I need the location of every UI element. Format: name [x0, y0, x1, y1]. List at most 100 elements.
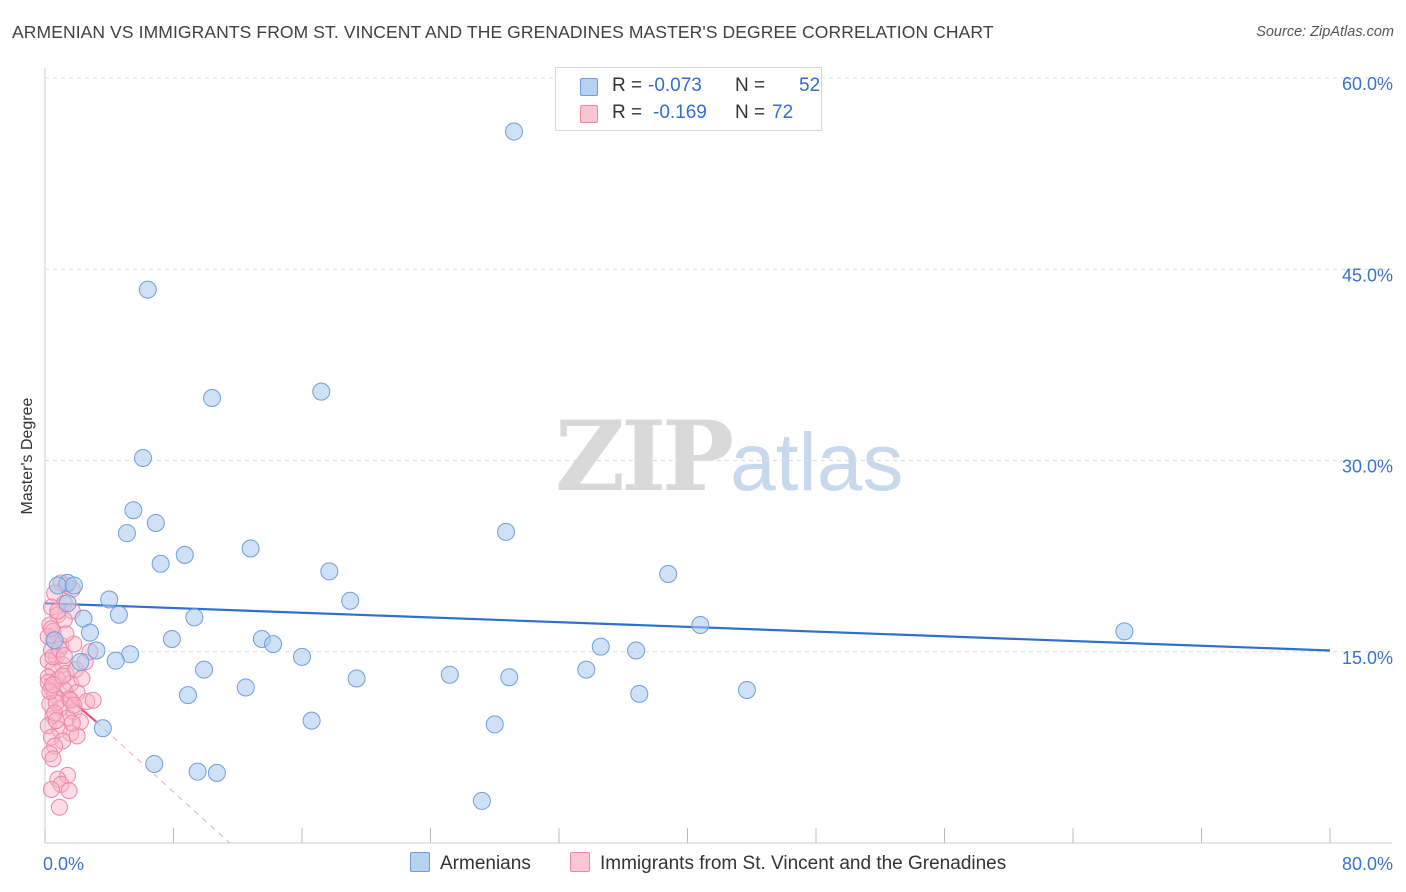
data-point-immigrants — [41, 745, 59, 763]
data-point-immigrants — [44, 676, 62, 694]
y-tick-label: 60.0% — [1342, 74, 1393, 94]
data-point-armenians — [659, 564, 678, 583]
data-point-armenians — [64, 576, 83, 595]
bottom-legend-armenians: Armenians — [410, 852, 531, 875]
data-point-armenians — [100, 590, 119, 609]
data-point-immigrants — [49, 770, 67, 788]
x-tick-label-min: 0.0% — [43, 854, 84, 874]
data-point-armenians — [737, 681, 756, 699]
data-point-armenians — [109, 605, 128, 624]
data-point-armenians — [203, 389, 222, 408]
data-point-armenians — [627, 641, 646, 660]
data-point-armenians — [87, 641, 106, 660]
data-point-armenians — [577, 660, 596, 679]
data-point-armenians — [241, 539, 260, 558]
data-point-armenians — [138, 280, 157, 299]
source-label: Source: ZipAtlas.com — [1256, 24, 1394, 40]
data-point-armenians — [320, 562, 339, 581]
bottom-legend-label-armenians: Armenians — [440, 853, 531, 874]
data-point-immigrants — [44, 707, 62, 724]
grid-lines — [45, 77, 1392, 653]
data-point-armenians — [505, 122, 524, 141]
data-point-armenians — [630, 684, 649, 703]
data-point-immigrants — [73, 670, 91, 688]
data-point-immigrants — [44, 750, 62, 768]
trend-line-immigrants-extension — [96, 721, 231, 844]
data-point-armenians — [302, 711, 321, 730]
data-point-immigrants — [47, 712, 65, 730]
y-tick-label: 15.0% — [1342, 648, 1393, 668]
trend-line-immigrants — [44, 677, 98, 723]
trend-lines — [44, 602, 1331, 844]
legend-n-label: N = — [735, 75, 766, 96]
data-point-armenians — [293, 647, 311, 666]
data-point-immigrants — [63, 714, 81, 732]
bottom-legend-swatch-blue — [410, 852, 430, 872]
data-point-armenians — [500, 668, 519, 687]
legend-r-value: -0.073 — [648, 75, 702, 96]
bottom-legend-label-immigrants: Immigrants from St. Vincent and the Gren… — [600, 853, 1007, 874]
data-point-armenians — [185, 608, 204, 627]
legend-r-label: R = — [612, 75, 643, 96]
data-point-armenians — [80, 623, 99, 642]
trend-line-armenians — [44, 602, 1331, 652]
data-point-armenians — [71, 652, 90, 671]
data-point-immigrants — [42, 780, 60, 798]
data-point-armenians — [1115, 622, 1134, 641]
data-point-armenians — [264, 635, 283, 654]
data-point-armenians — [133, 448, 152, 467]
data-point-armenians — [48, 576, 67, 595]
data-point-armenians — [195, 660, 214, 679]
data-point-immigrants — [84, 691, 102, 709]
data-point-immigrants — [60, 782, 78, 800]
correlation-legend: R = -0.073 N = 52 R = -0.169 N = 72 — [555, 67, 822, 131]
data-point-armenians — [178, 686, 197, 705]
legend-r-label: R = — [612, 102, 643, 123]
data-point-armenians — [45, 631, 64, 650]
bottom-legend-immigrants: Immigrants from St. Vincent and the Gren… — [570, 852, 1006, 875]
data-point-armenians — [236, 678, 255, 697]
data-point-armenians — [145, 754, 164, 773]
legend-n-value: 72 — [772, 102, 794, 123]
data-point-armenians — [691, 615, 710, 634]
axes — [44, 68, 1392, 844]
legend-swatch-blue — [580, 78, 598, 96]
watermark: ZIPatlas — [555, 400, 903, 513]
legend-n-label: N = — [735, 102, 766, 123]
data-point-armenians — [347, 669, 366, 688]
data-point-armenians — [312, 382, 331, 401]
data-point-immigrants — [50, 798, 68, 816]
data-point-armenians — [496, 522, 515, 541]
data-point-armenians — [117, 524, 136, 543]
data-point-armenians — [124, 501, 143, 520]
data-point-armenians — [207, 763, 226, 782]
data-point-armenians — [485, 715, 504, 734]
legend-swatch-pink — [580, 105, 598, 123]
series-armenians-points — [45, 122, 1134, 810]
data-point-armenians — [58, 594, 77, 613]
data-point-immigrants — [68, 727, 86, 745]
bottom-legend-swatch-pink — [570, 852, 590, 872]
data-point-armenians — [472, 791, 491, 810]
data-point-armenians — [146, 513, 165, 532]
x-tick-label-max: 80.0% — [1342, 854, 1393, 874]
data-point-immigrants — [42, 728, 60, 746]
tick-labels: 15.0% 30.0% 45.0% 60.0% 0.0% 80.0% — [43, 74, 1393, 874]
data-point-armenians — [591, 637, 610, 656]
data-point-armenians — [151, 554, 170, 573]
data-point-immigrants — [39, 673, 57, 691]
data-point-armenians — [93, 719, 112, 738]
data-point-armenians — [440, 665, 459, 684]
data-point-armenians — [162, 630, 181, 648]
y-tick-label: 30.0% — [1342, 457, 1393, 477]
legend-n-value: 52 — [799, 75, 821, 96]
data-point-armenians — [175, 545, 194, 564]
data-point-immigrants — [65, 696, 83, 714]
data-point-immigrants — [55, 681, 73, 699]
data-point-armenians — [188, 762, 207, 781]
data-point-armenians — [341, 591, 360, 610]
data-point-immigrants — [55, 647, 73, 665]
y-tick-label: 45.0% — [1342, 265, 1393, 285]
data-point-immigrants — [62, 691, 80, 709]
